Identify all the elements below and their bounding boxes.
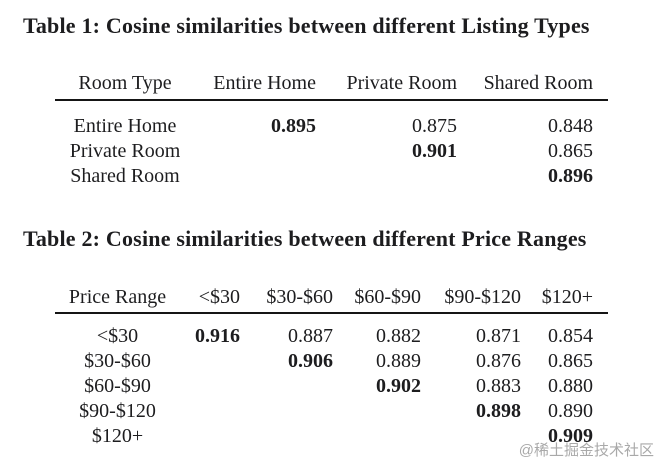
row-label: $60-$90 — [84, 375, 151, 397]
table1-listing-types: Room Type Entire Home Private Room Share… — [55, 68, 608, 189]
table-cell: 0.854 — [548, 325, 593, 347]
table-cell: 0.880 — [548, 375, 593, 397]
table1-header-row: Room Type Entire Home Private Room Share… — [55, 68, 608, 101]
table-row: Entire Home 0.895 0.875 0.848 — [55, 100, 608, 139]
table-cell — [246, 424, 339, 449]
table1-caption: Table 1: Cosine similarities between dif… — [23, 13, 590, 38]
table-row: Shared Room 0.896 — [55, 164, 608, 189]
table-cell: 0.890 — [548, 400, 593, 422]
row-label: $90-$120 — [79, 400, 156, 422]
row-label: $120+ — [91, 425, 144, 447]
table-row: $90-$120 0.898 0.890 — [55, 399, 608, 424]
table-row: $120+ 0.909 — [55, 424, 608, 449]
table-cell: 0.916 — [195, 325, 240, 347]
row-label: Entire Home — [73, 115, 177, 137]
table-cell — [246, 374, 339, 399]
table-cell: 0.887 — [288, 325, 333, 347]
table-row: <$30 0.916 0.887 0.882 0.871 0.854 — [55, 313, 608, 349]
table-cell: 0.895 — [271, 115, 316, 137]
table-cell: 0.889 — [376, 350, 421, 372]
table-cell: 0.896 — [548, 165, 593, 187]
table2-price-ranges: Price Range <$30 $30-$60 $60-$90 $90-$12… — [55, 282, 608, 449]
table-cell — [195, 139, 321, 164]
table-row: $60-$90 0.902 0.883 0.880 — [55, 374, 608, 399]
table-cell — [246, 399, 339, 424]
table1-col-private-room: Private Room — [321, 68, 462, 101]
table-cell — [427, 424, 527, 449]
table-cell — [195, 164, 321, 189]
table2-col-120-plus: $120+ — [527, 282, 608, 314]
table-cell — [180, 424, 246, 449]
table-cell: 0.865 — [548, 140, 593, 162]
row-label: Shared Room — [70, 165, 180, 187]
table-cell: 0.876 — [476, 350, 521, 372]
table-cell: 0.906 — [288, 350, 333, 372]
table-cell: 0.902 — [376, 375, 421, 397]
table-cell: 0.883 — [476, 375, 521, 397]
table2-col-90-120: $90-$120 — [427, 282, 527, 314]
table-cell: 0.848 — [548, 115, 593, 137]
row-label: <$30 — [96, 325, 139, 347]
row-label: $30-$60 — [84, 350, 151, 372]
table1-col-room-type: Room Type — [55, 68, 195, 101]
row-label: Private Room — [69, 140, 181, 162]
table-cell: 0.909 — [548, 425, 593, 447]
table-cell — [321, 164, 462, 189]
table1-col-shared-room: Shared Room — [462, 68, 608, 101]
table-cell: 0.901 — [412, 140, 457, 162]
table2-caption: Table 2: Cosine similarities between dif… — [23, 226, 587, 251]
table2-col-60-90: $60-$90 — [339, 282, 427, 314]
table-cell — [339, 424, 427, 449]
table-cell — [180, 399, 246, 424]
table-cell — [339, 399, 427, 424]
table-cell: 0.898 — [476, 400, 521, 422]
table2-header-row: Price Range <$30 $30-$60 $60-$90 $90-$12… — [55, 282, 608, 314]
table-row: $30-$60 0.906 0.889 0.876 0.865 — [55, 349, 608, 374]
table2-col-30-60: $30-$60 — [246, 282, 339, 314]
table-cell — [180, 374, 246, 399]
table-row: Private Room 0.901 0.865 — [55, 139, 608, 164]
table-cell: 0.875 — [412, 115, 457, 137]
table1-col-entire-home: Entire Home — [195, 68, 321, 101]
table-cell: 0.882 — [376, 325, 421, 347]
juejin-watermark: @稀土掘金技术社区 — [518, 442, 654, 459]
table-cell: 0.871 — [476, 325, 521, 347]
table2-col-under-30: <$30 — [180, 282, 246, 314]
table2-col-price-range: Price Range — [55, 282, 180, 314]
table-cell — [180, 349, 246, 374]
table-cell: 0.865 — [548, 350, 593, 372]
